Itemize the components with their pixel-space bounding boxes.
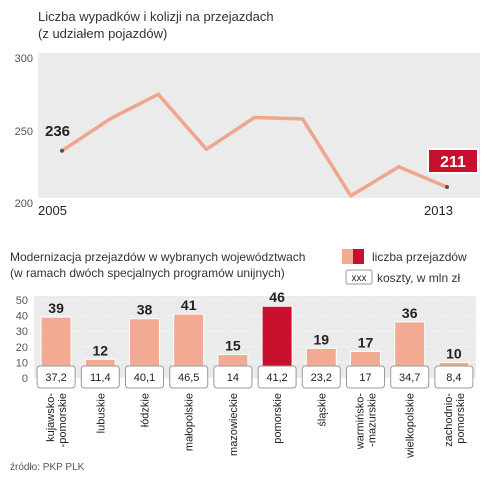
bar-y-tick-label: 50	[16, 295, 28, 307]
bar-value-label: 46	[269, 289, 285, 305]
source-note: źródło: PKP PLK	[10, 462, 85, 473]
cost-value: 37,2	[45, 372, 66, 384]
line-chart-subtitle: (z udziałem pojazdów)	[38, 26, 167, 41]
cost-box	[257, 365, 297, 389]
line-chart-title: Liczba wypadków i kolizji na przejazdach	[38, 9, 274, 24]
line-end-marker	[445, 185, 449, 190]
bar-y-tick-label: 10	[16, 357, 28, 369]
bar-value-label: 39	[48, 300, 64, 316]
bar-value-label: 15	[225, 338, 241, 354]
cost-box	[36, 365, 76, 389]
cost-box	[390, 365, 430, 389]
bar-value-label: 41	[181, 297, 197, 313]
legend-swatch-count-highlight	[353, 249, 364, 264]
cost-value: 17	[359, 372, 371, 384]
cost-value: 34,7	[399, 372, 420, 384]
line-end-value: 211	[440, 154, 466, 171]
line-point	[109, 118, 111, 120]
line-point	[157, 93, 159, 95]
bar-y-tick-label: 40	[16, 311, 28, 323]
category-label: wielkopolskie	[405, 393, 417, 459]
bar-value-label: 38	[137, 302, 153, 318]
category-label: pomorskie	[455, 393, 467, 444]
line-plot-area	[38, 53, 480, 198]
bar-value-label: 12	[93, 342, 109, 358]
line-y-tick-label: 300	[15, 53, 33, 65]
cost-box	[213, 365, 253, 389]
category-label: mazowieckie	[228, 393, 240, 456]
cost-value: 14	[227, 372, 239, 384]
line-point	[205, 148, 207, 150]
bar-y-tick-label: 0	[22, 373, 28, 385]
legend-cost-label: koszty, w mln zł	[377, 271, 460, 285]
bar-value-label: 17	[358, 334, 374, 350]
cost-box	[434, 365, 474, 389]
line-start-marker	[60, 148, 64, 153]
cost-value: 40,1	[134, 372, 155, 384]
line-point	[253, 116, 256, 119]
bar-value-label: 19	[314, 331, 330, 347]
cost-value: 41,2	[266, 372, 287, 384]
line-start-value: 236	[45, 123, 70, 140]
cost-box	[80, 365, 120, 389]
category-label: lubuskie	[95, 393, 107, 433]
category-label: zachodnio-	[443, 393, 455, 447]
cost-value: 23,2	[311, 372, 332, 384]
cost-value: 46,5	[178, 372, 199, 384]
line-point	[398, 166, 400, 168]
category-label: łódzkie	[140, 393, 152, 427]
cost-value: 11,4	[90, 372, 111, 384]
line-y-tick-label: 250	[15, 126, 33, 138]
legend-cost-sample: xxx	[352, 273, 367, 284]
category-label: -pomorskie	[57, 393, 69, 447]
bar-y-tick-label: 20	[16, 342, 28, 354]
legend-swatch-count	[342, 249, 353, 264]
category-label: warmińsko-	[355, 393, 367, 451]
cost-box	[346, 365, 385, 389]
line-end-value-box	[427, 148, 479, 174]
bar-y-tick-label: 30	[16, 326, 28, 338]
category-label: śląskie	[316, 393, 328, 427]
line-point	[350, 195, 352, 197]
bar-value-label: 36	[402, 305, 418, 321]
line-x-label-end: 2013	[424, 203, 453, 218]
bar-chart-title: Modernizacja przejazdów w wybranych woje…	[10, 250, 305, 264]
category-label: pomorskie	[272, 393, 284, 444]
cost-box	[301, 365, 341, 389]
line-y-tick-label: 200	[15, 198, 33, 210]
cost-box	[125, 365, 164, 389]
line-x-label-start: 2005	[38, 203, 67, 218]
bar-value-label: 10	[446, 345, 462, 361]
legend-cost-box	[345, 269, 373, 285]
category-label: kujawsko-	[45, 393, 57, 442]
bar-chart-subtitle: (w ramach dwóch specjalnych programów un…	[10, 266, 285, 280]
line-point	[302, 118, 304, 120]
category-label: małopolskie	[184, 393, 196, 451]
cost-box	[169, 365, 209, 389]
legend-count-label: liczba przejazdów	[372, 250, 467, 264]
category-label: -mazurskie	[367, 393, 379, 447]
cost-value: 8,4	[446, 372, 461, 384]
